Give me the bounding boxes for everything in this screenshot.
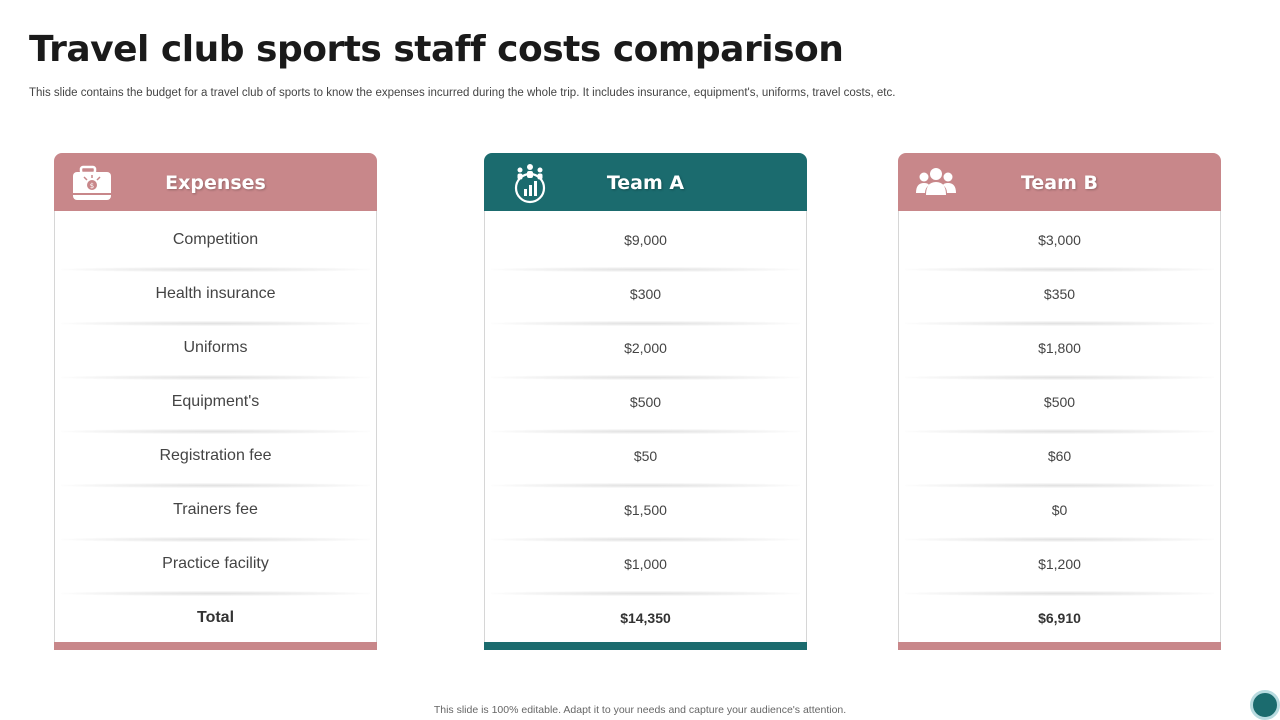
corner-badge[interactable] <box>1250 690 1280 720</box>
svg-text:$: $ <box>90 182 94 190</box>
table-cell: $300 <box>629 286 662 302</box>
team-a-body: $9,000 $300 $2,000 $500 $50 $1,500 $1,00… <box>484 211 807 642</box>
row-separator <box>61 483 370 488</box>
row-separator <box>61 267 370 272</box>
total-cell: $14,350 <box>620 610 671 626</box>
row-separator <box>491 429 800 434</box>
row-separator <box>61 591 370 596</box>
expenses-title: Expenses <box>165 172 266 194</box>
table-cell: $500 <box>1043 394 1076 410</box>
team-chart-icon <box>514 164 546 204</box>
row-separator <box>61 321 370 326</box>
table-cell: $350 <box>1043 286 1076 302</box>
table-cell: $1,800 <box>1038 340 1081 356</box>
row-separator <box>491 537 800 542</box>
table-cell: $50 <box>633 448 658 464</box>
row-separator <box>491 591 800 596</box>
row-separator <box>905 429 1214 434</box>
table-cell: $1,000 <box>624 556 667 572</box>
table-cell: $2,000 <box>624 340 667 356</box>
table-cell: $500 <box>629 394 662 410</box>
row-separator <box>491 483 800 488</box>
total-row: Total <box>196 609 235 626</box>
team-b-header: Team B <box>898 153 1221 214</box>
row-separator <box>61 537 370 542</box>
table-cell: $60 <box>1047 448 1072 464</box>
table-row: Equipment's <box>171 393 260 410</box>
row-separator <box>905 375 1214 380</box>
table-row: Practice facility <box>162 555 269 572</box>
total-cell: $6,910 <box>1038 610 1081 626</box>
expenses-body: Competition Health insurance Uniforms Eq… <box>54 211 377 642</box>
group-people-icon <box>916 168 956 195</box>
table-cell: $1,200 <box>1038 556 1081 572</box>
row-separator <box>905 267 1214 272</box>
row-separator <box>491 375 800 380</box>
expenses-header: $ Expenses <box>54 153 377 214</box>
team-b-body: $3,000 $350 $1,800 $500 $60 $0 $1,200 $6… <box>898 211 1221 642</box>
table-cell: $1,500 <box>624 502 667 518</box>
row-separator <box>905 483 1214 488</box>
table-cell: $3,000 <box>1038 232 1081 248</box>
team-b-column: Team B $3,000 $350 $1,800 $500 $60 $0 $1… <box>898 153 1221 650</box>
row-separator <box>491 267 800 272</box>
row-separator <box>491 321 800 326</box>
table-row: Registration fee <box>159 447 272 464</box>
team-a-title: Team A <box>606 172 685 194</box>
row-separator <box>905 591 1214 596</box>
slide-title: Travel club sports staff costs compariso… <box>29 29 844 70</box>
table-row: Uniforms <box>183 339 248 356</box>
row-separator <box>61 429 370 434</box>
team-a-header: Team A <box>484 153 807 214</box>
team-b-title: Team B <box>1020 172 1099 194</box>
header-wave <box>54 208 377 214</box>
header-wave <box>484 208 807 214</box>
table-row: Competition <box>172 231 259 248</box>
header-wave <box>898 208 1221 214</box>
footer-note: This slide is 100% editable. Adapt it to… <box>433 704 847 716</box>
table-cell: $9,000 <box>624 232 667 248</box>
team-b-footer-bar <box>898 642 1221 650</box>
table-row: Trainers fee <box>173 501 258 518</box>
team-a-footer-bar <box>484 642 807 650</box>
table-cell: $0 <box>1051 502 1068 518</box>
row-separator <box>905 537 1214 542</box>
team-a-column: Team A $9,000 $300 $2,000 $500 $50 $1,50… <box>484 153 807 650</box>
table-row: Health insurance <box>155 285 276 302</box>
row-separator <box>61 375 370 380</box>
expenses-column: $ Expenses Competition Health insurance … <box>54 153 377 650</box>
briefcase-money-icon: $ <box>73 165 111 200</box>
expenses-footer-bar <box>54 642 377 650</box>
slide-subtitle: This slide contains the budget for a tra… <box>29 87 896 99</box>
row-separator <box>905 321 1214 326</box>
